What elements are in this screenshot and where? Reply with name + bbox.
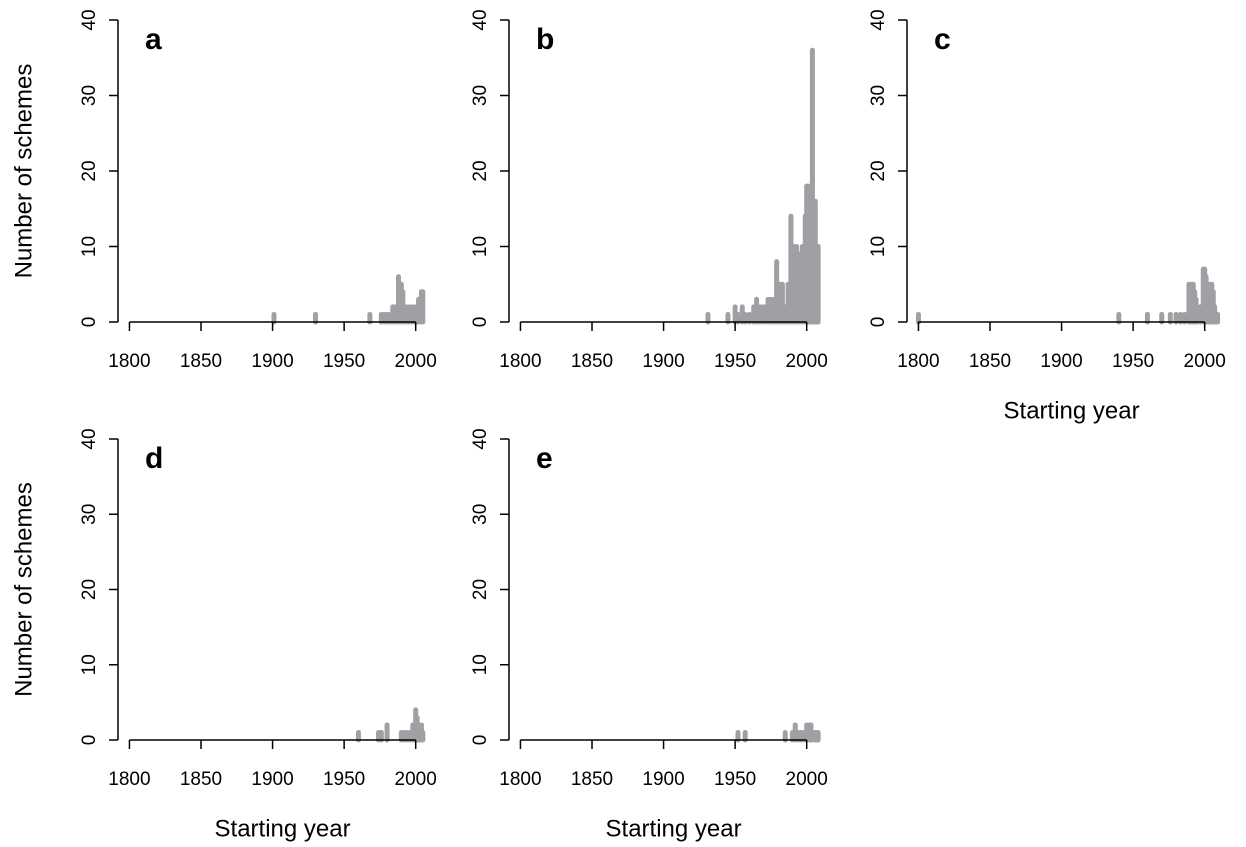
y-tick-label: 40	[79, 428, 100, 449]
y-tick-label: 20	[79, 160, 100, 181]
x-tick-label: 1950	[714, 351, 756, 372]
y-axis-label: Number of schemes	[10, 482, 37, 697]
x-axis-label: Starting year	[606, 815, 742, 842]
x-axis-label: Starting year	[1004, 397, 1140, 424]
y-tick-label: 20	[470, 160, 491, 181]
x-tick-label: 1800	[499, 351, 541, 372]
x-tick-label: 1900	[1040, 351, 1082, 372]
x-tick-label: 1900	[642, 769, 684, 790]
x-tick-label: 1900	[251, 769, 293, 790]
y-tick-label: 10	[79, 654, 100, 675]
y-tick-label: 10	[868, 236, 889, 257]
x-tick-label: 1850	[969, 351, 1011, 372]
x-tick-label: 1850	[180, 769, 222, 790]
y-tick-label: 40	[470, 9, 491, 30]
y-axis-label: Number of schemes	[10, 64, 37, 279]
y-tick-label: 10	[470, 654, 491, 675]
y-tick-label: 0	[470, 317, 491, 328]
x-tick-label: 1850	[571, 351, 613, 372]
x-tick-label: 1850	[180, 351, 222, 372]
panel-label: e	[536, 442, 553, 475]
y-tick-label: 40	[868, 9, 889, 30]
y-tick-label: 0	[79, 317, 100, 328]
x-tick-label: 1950	[323, 769, 365, 790]
y-tick-label: 0	[868, 317, 889, 328]
y-tick-label: 10	[470, 236, 491, 257]
y-tick-label: 20	[868, 160, 889, 181]
y-tick-label: 30	[470, 85, 491, 106]
x-tick-label: 2000	[786, 351, 828, 372]
x-tick-label: 1800	[108, 769, 150, 790]
x-tick-label: 1800	[499, 769, 541, 790]
y-tick-label: 20	[79, 579, 100, 600]
panel-label: b	[536, 23, 554, 56]
y-tick-label: 30	[79, 504, 100, 525]
y-tick-label: 30	[470, 504, 491, 525]
x-tick-label: 2000	[1184, 351, 1226, 372]
x-tick-label: 1850	[571, 769, 613, 790]
y-tick-label: 30	[79, 85, 100, 106]
x-axis-label: Starting year	[215, 815, 351, 842]
x-tick-label: 1800	[108, 351, 150, 372]
x-tick-label: 1950	[1112, 351, 1154, 372]
y-tick-label: 40	[79, 9, 100, 30]
panel-label: a	[145, 23, 162, 56]
panel-label: d	[145, 442, 163, 475]
x-tick-label: 1900	[251, 351, 293, 372]
x-tick-label: 2000	[395, 351, 437, 372]
y-tick-label: 0	[79, 735, 100, 746]
y-tick-label: 0	[470, 735, 491, 746]
y-tick-label: 30	[868, 85, 889, 106]
x-tick-label: 2000	[395, 769, 437, 790]
x-tick-label: 2000	[786, 769, 828, 790]
x-tick-label: 1950	[714, 769, 756, 790]
y-tick-label: 40	[470, 428, 491, 449]
y-tick-label: 10	[79, 236, 100, 257]
x-tick-label: 1950	[323, 351, 365, 372]
panel-label: c	[934, 23, 951, 56]
x-tick-label: 1800	[897, 351, 939, 372]
y-tick-label: 20	[470, 579, 491, 600]
x-tick-label: 1900	[642, 351, 684, 372]
